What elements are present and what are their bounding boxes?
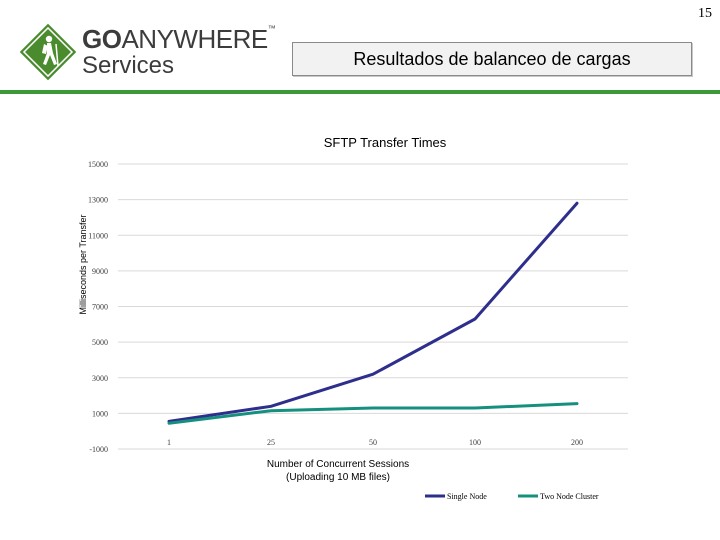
series-line-single-node [167,201,579,423]
x-tick-label: 100 [469,438,481,447]
x-tick-label: 200 [571,438,583,447]
logo-trademark: ™ [267,24,276,33]
logo-word-go: GO [82,24,122,54]
y-tick-label: 9000 [92,267,108,276]
legend-label: Single Node [447,492,487,501]
y-tick-label: -1000 [89,445,108,454]
hiker-logo-icon [20,24,76,80]
logo-wordmark: GOANYWHERE™ [82,24,276,55]
slide-title: Resultados de balanceo de cargas [353,49,631,69]
y-tick-label: 5000 [92,338,108,347]
chart-title: SFTP Transfer Times [324,135,447,150]
x-tick-label: 1 [167,438,171,447]
y-tick-label: 11000 [88,231,108,240]
x-tick-label: 25 [267,438,275,447]
x-tick-label: 50 [369,438,377,447]
page-number: 15 [698,6,712,21]
y-tick-label: 1000 [92,409,108,418]
x-axis-label: Number of Concurrent Sessions [267,459,409,470]
goanywhere-logo: GOANYWHERE™ Services [20,22,280,80]
y-tick-label: 7000 [92,303,108,312]
slide-title-box: Resultados de balanceo de cargas [292,42,692,76]
series-line-two-node-cluster [167,402,579,425]
logo-word-services: Services [82,52,175,79]
y-tick-label: 3000 [92,374,108,383]
header-divider [0,90,720,94]
logo-word-anywhere: ANYWHERE [121,24,268,54]
y-tick-label: 13000 [88,196,108,205]
x-axis-sublabel: (Uploading 10 MB files) [286,472,390,483]
y-axis-label: Milliseconds per Transfer [78,214,88,314]
y-tick-label: 15000 [88,160,108,169]
legend-label: Two Node Cluster [540,492,599,501]
